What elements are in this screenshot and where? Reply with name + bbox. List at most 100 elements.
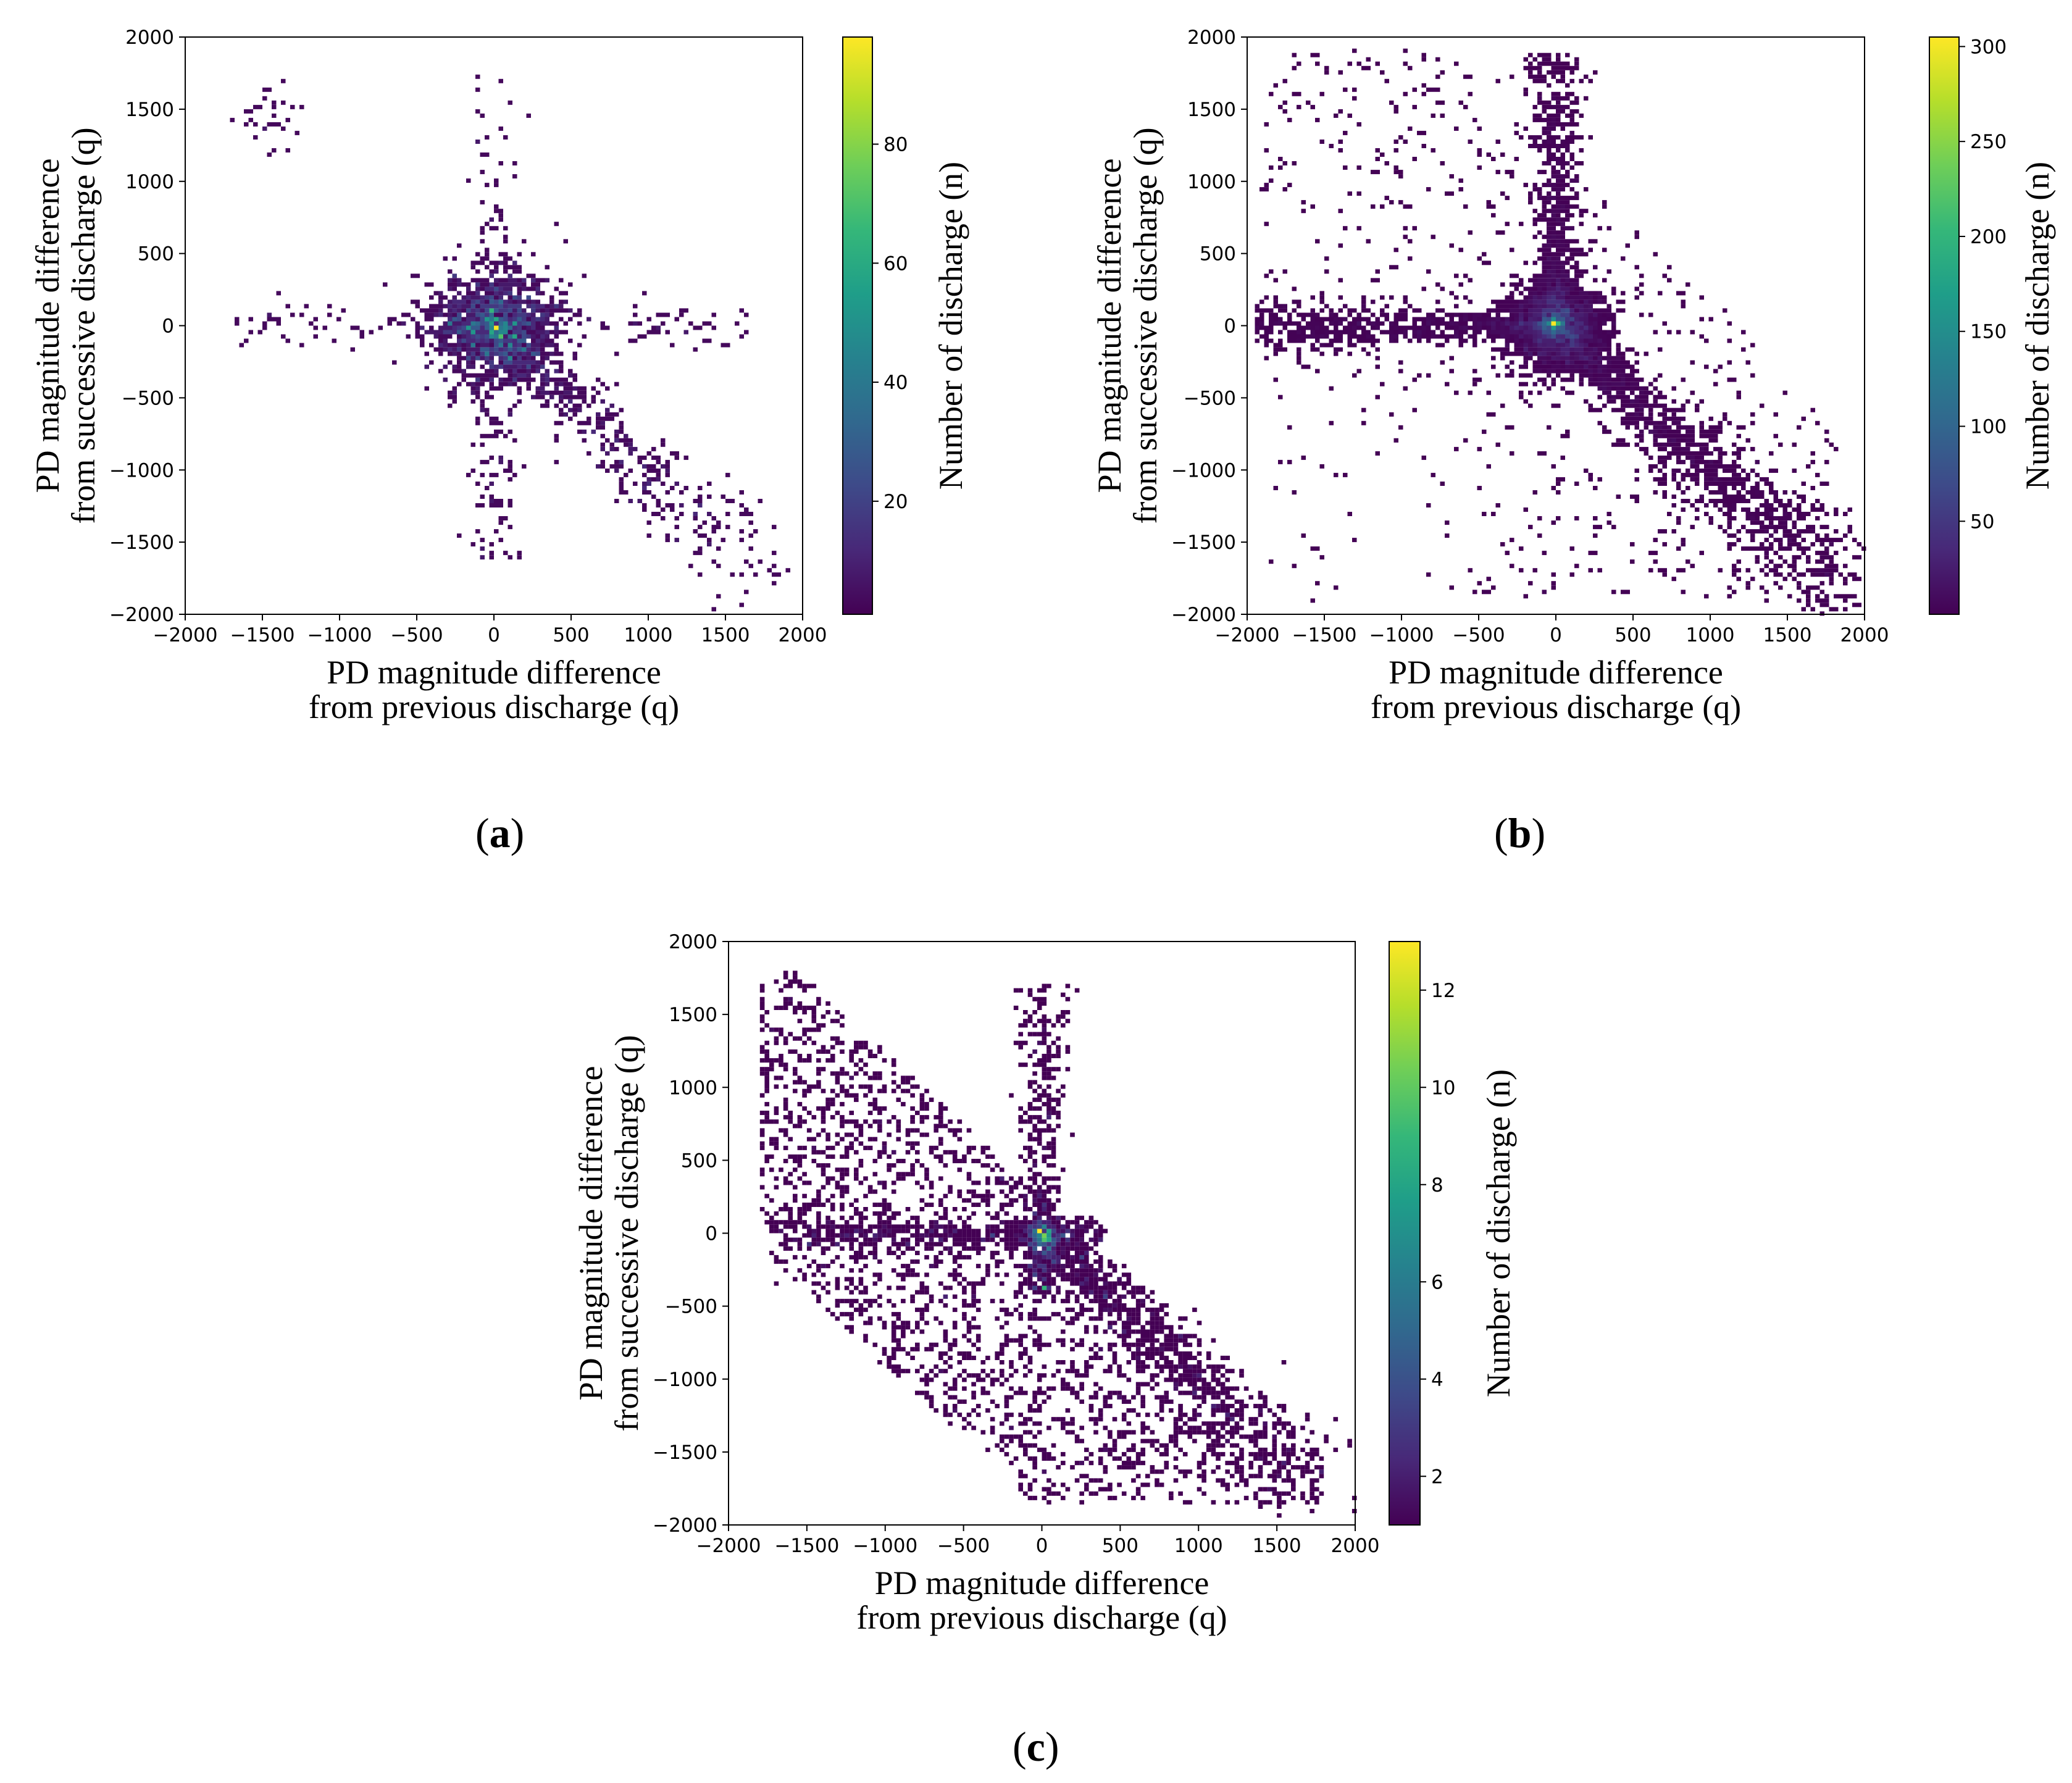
density-cell <box>1393 165 1398 170</box>
density-cell <box>891 1115 896 1120</box>
density-cell <box>1093 1294 1098 1299</box>
density-cell <box>849 1255 854 1259</box>
density-cell <box>1560 161 1565 165</box>
density-cell <box>1773 581 1778 586</box>
density-cell <box>1315 321 1320 326</box>
density-cell <box>1477 256 1482 261</box>
density-cell <box>1505 325 1510 330</box>
density-cell <box>433 291 438 296</box>
density-cell <box>549 395 554 399</box>
density-cell <box>858 1124 864 1129</box>
density-cell <box>1248 1421 1253 1426</box>
density-cell <box>1819 542 1824 547</box>
x-tick-label: 2000 <box>779 624 827 646</box>
density-cell <box>1278 347 1283 352</box>
density-cell <box>1155 1469 1159 1474</box>
density-cell <box>1852 577 1857 582</box>
density-cell <box>1732 533 1737 538</box>
density-cell <box>1117 1281 1122 1286</box>
x-tick-label: 1500 <box>701 624 750 646</box>
density-cell <box>646 477 651 482</box>
density-cell <box>1098 1347 1103 1351</box>
density-cell <box>1551 581 1556 586</box>
density-cell <box>1117 1395 1122 1400</box>
density-cell <box>508 468 512 473</box>
density-cell <box>452 399 457 404</box>
density-cell <box>1532 222 1537 227</box>
density-cell <box>1393 109 1398 114</box>
density-cell <box>1505 196 1510 201</box>
density-cell <box>1234 1500 1240 1505</box>
density-cell <box>299 104 304 109</box>
density-cell <box>1032 1395 1037 1400</box>
density-cell <box>517 364 522 369</box>
density-cell <box>448 269 453 274</box>
density-cell <box>1292 330 1297 335</box>
density-cell <box>1547 83 1552 88</box>
density-cell <box>1556 304 1561 309</box>
density-cell <box>1343 87 1348 92</box>
density-cell <box>1310 295 1315 300</box>
density-cell <box>489 343 494 348</box>
density-cell <box>554 222 559 227</box>
density-cell <box>1662 446 1667 451</box>
density-cell <box>1727 468 1732 473</box>
density-cell <box>285 338 290 343</box>
density-cell <box>1510 338 1514 343</box>
density-cell <box>1398 170 1403 175</box>
density-cell <box>545 356 549 361</box>
density-cell <box>369 330 374 335</box>
density-cell <box>980 1377 986 1382</box>
density-cell <box>1528 295 1533 300</box>
density-cell <box>1745 507 1750 512</box>
density-cell <box>485 347 490 352</box>
density-cell <box>1486 590 1491 595</box>
density-cell <box>1324 343 1329 348</box>
density-cell <box>1145 1382 1150 1387</box>
density-cell <box>1547 135 1552 140</box>
density-cell <box>1051 1417 1056 1422</box>
density-cell <box>1708 317 1713 322</box>
density-cell <box>1801 607 1806 612</box>
density-cell <box>1713 464 1718 469</box>
density-cell <box>1070 1369 1075 1374</box>
density-cell <box>1000 1281 1005 1286</box>
density-cell <box>1412 87 1417 92</box>
density-cell <box>693 512 698 516</box>
density-cell <box>1574 291 1579 296</box>
density-cell <box>793 1255 798 1259</box>
density-cell <box>1560 152 1565 157</box>
density-cell <box>1393 325 1398 330</box>
density-cell <box>646 451 651 456</box>
density-cell <box>498 308 503 313</box>
density-cell <box>948 1224 953 1229</box>
density-cell <box>1815 420 1820 425</box>
density-cell <box>934 1128 938 1133</box>
density-cell <box>934 1115 938 1120</box>
density-cell <box>1556 343 1561 348</box>
density-cell <box>1686 442 1690 447</box>
density-cell <box>322 325 327 330</box>
density-cell <box>802 988 807 993</box>
density-cell <box>1690 425 1695 430</box>
density-cell <box>1291 1443 1296 1448</box>
density-cell <box>1778 572 1783 577</box>
density-cell <box>452 308 457 313</box>
density-cell <box>887 1163 892 1168</box>
density-cell <box>1819 525 1824 530</box>
density-cell <box>475 482 480 486</box>
density-cell <box>429 317 434 322</box>
density-cell <box>769 1198 774 1203</box>
density-cell <box>1593 312 1598 317</box>
density-cell <box>896 1172 901 1177</box>
density-cell <box>1584 295 1589 300</box>
density-cell <box>1500 191 1505 196</box>
density-cell <box>559 308 564 313</box>
density-cell <box>494 278 499 283</box>
density-cell <box>774 1145 779 1150</box>
density-cell <box>744 559 749 564</box>
density-cell <box>1773 525 1778 530</box>
density-cell <box>901 1329 906 1334</box>
density-cell <box>1569 117 1574 122</box>
density-cell <box>508 351 512 356</box>
